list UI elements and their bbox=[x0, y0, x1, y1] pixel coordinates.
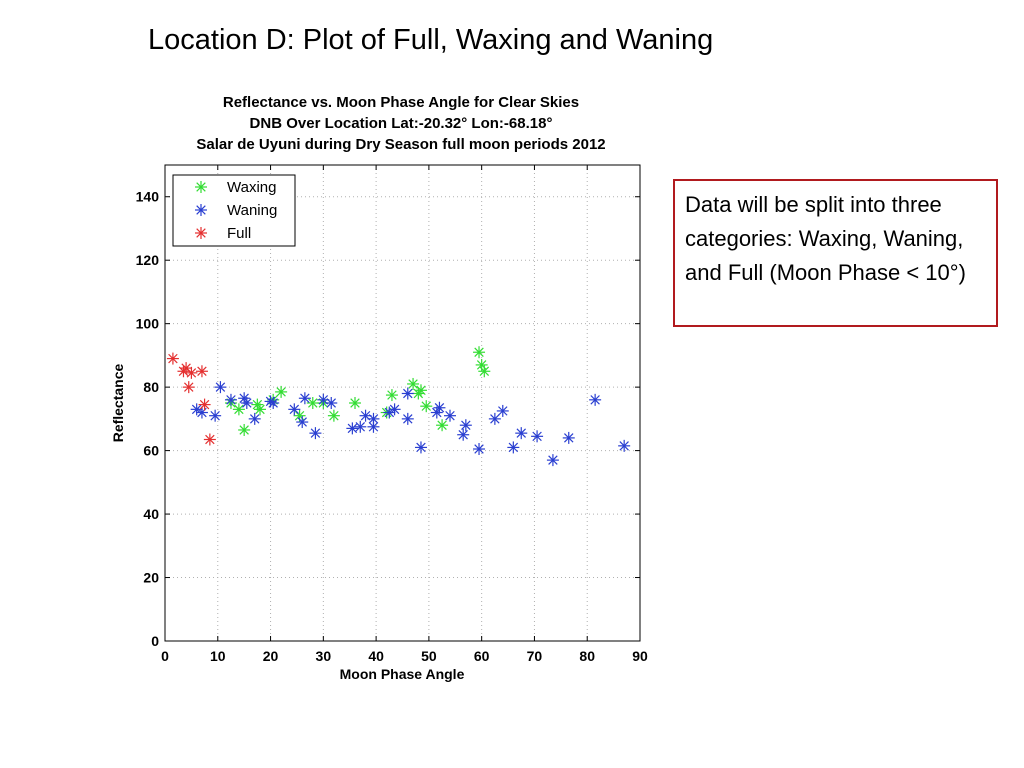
slide-title: Location D: Plot of Full, Waxing and Wan… bbox=[148, 24, 714, 56]
point-waxing bbox=[349, 397, 361, 409]
chart-legend: Waxing Waning Full bbox=[172, 174, 296, 247]
point-full bbox=[182, 381, 195, 394]
note-box: Data will be split into three categories… bbox=[673, 179, 998, 327]
point-waning bbox=[589, 393, 602, 406]
point-full bbox=[166, 352, 179, 365]
x-tick-label: 70 bbox=[527, 648, 543, 664]
data-points bbox=[166, 346, 631, 467]
point-waning bbox=[473, 443, 486, 456]
chart-title-line-1: Reflectance vs. Moon Phase Angle for Cle… bbox=[222, 94, 580, 111]
point-waning bbox=[296, 416, 309, 429]
point-waning bbox=[240, 397, 253, 409]
point-full bbox=[198, 398, 211, 411]
point-waxing bbox=[420, 400, 433, 413]
x-tick-label: 60 bbox=[474, 648, 490, 664]
point-waxing bbox=[478, 365, 491, 378]
point-waning bbox=[546, 454, 559, 467]
x-axis-label: Moon Phase Angle bbox=[340, 666, 465, 682]
point-waning bbox=[288, 403, 301, 416]
point-waning bbox=[562, 431, 575, 444]
x-tick-label: 0 bbox=[161, 648, 169, 664]
point-waning bbox=[457, 428, 470, 441]
legend-label-waning: Waning bbox=[227, 202, 277, 219]
point-waxing bbox=[306, 397, 319, 409]
chart-title: Reflectance vs. Moon Phase Angle for Cle… bbox=[120, 92, 682, 155]
x-tick-label: 10 bbox=[210, 648, 226, 664]
point-waning bbox=[248, 412, 261, 425]
gridlines bbox=[165, 165, 640, 641]
point-waning bbox=[414, 441, 427, 454]
y-tick-label: 140 bbox=[136, 189, 160, 205]
point-waning bbox=[618, 439, 631, 452]
point-waning bbox=[459, 419, 472, 432]
legend-marker-full bbox=[195, 227, 207, 239]
point-waning bbox=[433, 401, 446, 414]
point-waxing bbox=[414, 384, 427, 397]
point-waxing bbox=[232, 403, 245, 416]
legend-marker-waning bbox=[195, 204, 207, 216]
point-waning bbox=[367, 420, 380, 433]
point-waxing bbox=[436, 419, 449, 432]
y-axis-label: Reflectance bbox=[110, 363, 126, 442]
y-tick-label: 40 bbox=[143, 506, 159, 522]
point-waning bbox=[401, 412, 414, 425]
point-waning bbox=[507, 441, 520, 454]
point-waning bbox=[224, 393, 237, 406]
point-waning bbox=[388, 403, 401, 416]
point-waning bbox=[195, 406, 208, 419]
point-waning bbox=[214, 381, 227, 394]
x-tick-label: 90 bbox=[632, 648, 648, 664]
point-waxing bbox=[473, 346, 486, 359]
axis-ticks: 0 10 20 30 40 50 60 70 80 90 0 20 40 60 80 100 120 140 bbox=[136, 165, 648, 664]
y-tick-label: 80 bbox=[143, 379, 159, 395]
point-waxing bbox=[407, 377, 420, 390]
note-text: Data will be split into three categories… bbox=[685, 192, 966, 285]
y-tick-label: 100 bbox=[136, 316, 160, 332]
point-waxing bbox=[275, 385, 288, 398]
legend-box bbox=[172, 174, 296, 247]
point-waning bbox=[346, 422, 359, 435]
point-waning bbox=[354, 420, 367, 433]
point-waxing bbox=[327, 409, 340, 422]
point-waning bbox=[325, 397, 338, 409]
point-waxing bbox=[238, 423, 251, 436]
legend-marker-waxing bbox=[195, 181, 207, 193]
scatter-chart: 0 10 20 30 40 50 60 70 80 90 0 20 40 60 80 100 120 140 Mo… bbox=[110, 164, 648, 682]
point-waning bbox=[444, 409, 456, 422]
series-waxing bbox=[224, 346, 491, 436]
y-tick-label: 120 bbox=[136, 252, 160, 268]
point-waning bbox=[488, 412, 501, 425]
chart-title-line-3: Salar de Uyuni during Dry Season full mo… bbox=[196, 136, 606, 153]
point-full bbox=[203, 433, 216, 446]
y-tick-label: 20 bbox=[143, 570, 159, 586]
point-waxing bbox=[385, 389, 398, 402]
series-waning bbox=[190, 381, 631, 467]
x-tick-label: 80 bbox=[579, 648, 595, 664]
point-waxing bbox=[475, 358, 488, 371]
x-tick-label: 50 bbox=[421, 648, 437, 664]
point-full bbox=[195, 365, 208, 378]
point-waning bbox=[267, 397, 280, 409]
point-waning bbox=[401, 387, 414, 400]
point-waning bbox=[209, 409, 222, 422]
point-waning bbox=[496, 404, 509, 417]
point-waning bbox=[531, 430, 544, 443]
point-waning bbox=[309, 427, 322, 440]
point-waning bbox=[298, 392, 311, 405]
chart-title-line-2: DNB Over Location Lat:-20.32° Lon:-68.18… bbox=[249, 115, 553, 132]
point-full bbox=[185, 366, 198, 379]
series-full bbox=[166, 352, 216, 446]
legend-label-full: Full bbox=[227, 225, 251, 242]
y-tick-label: 60 bbox=[143, 443, 159, 459]
y-tick-label: 0 bbox=[151, 633, 159, 649]
x-tick-label: 30 bbox=[316, 648, 332, 664]
x-tick-label: 40 bbox=[368, 648, 384, 664]
x-tick-label: 20 bbox=[263, 648, 279, 664]
point-waxing bbox=[254, 403, 266, 416]
legend-label-waxing: Waxing bbox=[227, 179, 276, 196]
point-waning bbox=[515, 427, 528, 440]
